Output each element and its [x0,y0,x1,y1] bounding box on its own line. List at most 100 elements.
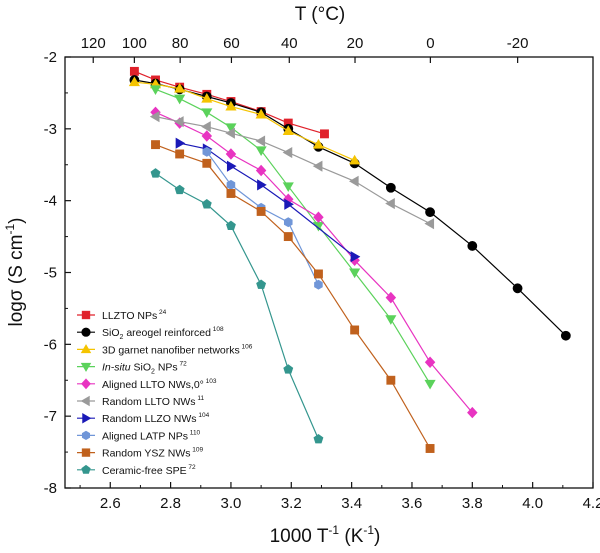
data-point [386,375,396,385]
series-line [155,88,431,385]
top-tick-label: 20 [347,35,364,52]
data-point [257,179,267,191]
top-tick-label: 40 [281,35,298,52]
data-point [201,130,213,142]
legend-label: In-situ SiO2 NPs 72 [102,361,187,376]
legend-item: Aligned LATP NPs 110 [77,429,201,442]
data-point [385,315,397,325]
y-axis-title: logσ (S cm-1) [3,218,27,327]
x-tick-label: 3.6 [402,495,423,512]
data-point [175,137,186,149]
data-point [256,207,266,216]
data-point [149,85,162,95]
series-line [155,144,431,449]
data-point [467,241,478,251]
data-point [173,116,184,128]
legend-item: LLZTO NPs 24 [77,309,167,322]
data-point [129,66,139,76]
legend-label: Random LLTO NWs 11 [102,395,205,408]
data-point [313,269,323,279]
data-point [282,125,294,135]
legend-label: SiO2 areogel reinforced 108 [102,326,224,341]
data-point [385,182,396,193]
legend-marker [81,448,91,457]
data-point [255,164,267,177]
data-point [201,121,211,133]
data-point [256,279,267,289]
data-point [202,146,212,157]
data-point [202,158,212,168]
legend-marker [81,464,91,474]
data-point [424,356,436,369]
plot-frame [64,56,594,489]
data-point [225,220,236,231]
data-point [467,406,478,419]
data-point [225,100,237,111]
legend-item: Random LLZO NWs 104 [77,412,210,425]
legend-marker [81,327,91,337]
data-point [312,138,325,149]
data-point [201,199,212,209]
data-point [201,108,213,118]
data-point [174,94,186,105]
data-point [425,444,435,453]
x-tick-label: 4.0 [522,495,543,512]
legend-item: Aligned LLTO NWs,0° 103 [77,378,217,391]
series-line [155,111,473,413]
data-point [150,168,161,178]
data-point [225,127,235,139]
legend-label: Aligned LATP NPs 110 [102,429,201,442]
legend-item: 3D garnet nanofiber networks 106 [77,343,253,356]
legend-item: Ceramic-free SPE 72 [77,464,196,477]
series-9 [151,140,435,453]
data-point [226,179,236,190]
data-point [282,146,293,159]
legend-marker [81,310,91,320]
data-point [255,135,266,147]
x-tick-label: 4.2 [583,495,600,512]
x-tick-label: 2.8 [160,495,181,512]
data-point [201,93,213,103]
data-point [425,207,435,218]
top-tick-label: -20 [507,35,529,52]
legend-item: In-situ SiO2 NPs 72 [77,361,187,376]
legend-item: Random LLTO NWs 11 [77,395,205,408]
legend-item: SiO2 areogel reinforced 108 [77,326,224,341]
data-point [255,108,267,119]
legend-label: LLZTO NPs 24 [102,309,167,322]
x-tick-label: 3.2 [281,495,302,512]
data-point [174,184,185,195]
top-tick-label: 60 [223,35,240,52]
y-tick-label: -5 [44,265,57,282]
series-5 [150,106,478,419]
x-tick-label: 2.6 [100,495,121,512]
legend-label: Ceramic-free SPE 72 [102,464,196,477]
data-point [283,232,293,242]
legend-marker [80,362,92,372]
series-10 [150,168,324,444]
data-point [313,211,324,223]
data-point [424,218,435,230]
data-point [128,76,140,87]
data-point [226,189,236,198]
top-axis-title: T (°C) [295,4,346,25]
legend-marker [81,430,91,441]
top-tick-label: 120 [81,35,106,52]
data-point [512,283,523,294]
series-6 [149,111,435,230]
series-line [179,142,356,258]
legend: LLZTO NPs 24 SiO2 areogel reinforced 108 3… [77,309,253,477]
series-3 [128,76,361,165]
data-point [284,198,294,210]
y-tick-label: -8 [44,480,57,497]
legend-item: Random YSZ NWs 109 [77,447,204,460]
top-tick-label: 0 [426,35,434,52]
data-point [349,268,361,279]
x-tick-label: 3.0 [221,495,242,512]
series-line [134,79,567,337]
ticks-layer: 2.6 2.8 3.0 3.2 3.4 3.6 3.8 4.0 4.2 -8 -7 -6 -5 -4 -3 -… [44,35,600,512]
data-point [151,140,160,150]
data-point [314,279,323,290]
data-point [560,330,571,341]
